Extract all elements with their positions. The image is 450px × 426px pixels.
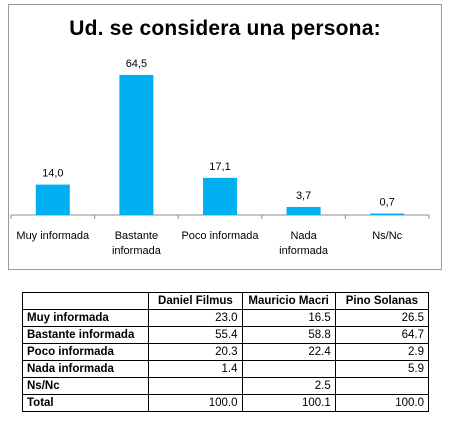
category-label: Bastante <box>115 230 158 242</box>
table-header-row: Daniel Filmus Mauricio Macri Pino Solana… <box>21 292 430 310</box>
results-table: Daniel Filmus Mauricio Macri Pino Solana… <box>21 292 430 412</box>
column-header: Pino Solanas <box>334 292 430 310</box>
chart-title: Ud. se considera una persona: <box>69 17 381 40</box>
table-cell: 16.5 <box>241 309 336 327</box>
row-label: Ns/Nc <box>21 377 150 395</box>
category-label: Ns/Nc <box>372 230 402 242</box>
category-label: Poco informada <box>181 230 259 242</box>
bar <box>203 177 237 215</box>
table-cell <box>334 377 430 395</box>
table-row: Poco informada 20.3 22.4 2.9 <box>21 343 430 361</box>
table-cell: 100.0 <box>148 394 243 412</box>
table-cell <box>148 377 243 395</box>
column-header: Mauricio Macri <box>241 292 336 310</box>
data-label: 14,0 <box>42 168 63 180</box>
row-label: Bastante informada <box>21 326 150 344</box>
row-label: Muy informada <box>21 309 150 327</box>
table-cell: 20.3 <box>148 343 243 361</box>
table-cell: 22.4 <box>241 343 336 361</box>
table-cell: 26.5 <box>334 309 430 327</box>
table-cell: 100.1 <box>241 394 336 412</box>
table-cell: 100.0 <box>334 394 430 412</box>
category-label: informada <box>279 245 329 257</box>
category-label: Nada <box>290 230 317 242</box>
bar <box>370 213 405 215</box>
category-label: Muy informada <box>16 230 90 242</box>
table-cell <box>241 360 336 378</box>
bar <box>35 184 70 215</box>
column-header: Daniel Filmus <box>148 292 243 310</box>
row-label: Nada informada <box>21 360 150 378</box>
table-row: Total 100.0 100.1 100.0 <box>21 394 430 412</box>
table-cell: 5.9 <box>334 360 430 378</box>
data-label: 64,5 <box>126 58 147 70</box>
table-cell: 58.8 <box>241 326 336 344</box>
category-label: informada <box>112 245 162 257</box>
table-cell: 55.4 <box>148 326 243 344</box>
data-label: 17,1 <box>209 161 230 173</box>
chart-frame: Ud. se considera una persona: 14,0 Muy in… <box>8 4 442 270</box>
table-cell: 64.7 <box>334 326 430 344</box>
table-cell: 2.5 <box>241 377 336 395</box>
table-corner-cell <box>21 292 150 310</box>
row-label: Poco informada <box>21 343 150 361</box>
table-cell: 1.4 <box>148 360 243 378</box>
table-row: Bastante informada 55.4 58.8 64.7 <box>21 326 430 344</box>
data-label: 0,7 <box>380 196 395 208</box>
bar-chart: 14,0 Muy informada 64,5 Bastante informada 17… <box>10 58 430 257</box>
data-label: 3,7 <box>296 190 311 202</box>
table-row: Ns/Nc 2.5 <box>21 377 430 395</box>
table-cell: 2.9 <box>334 343 430 361</box>
table-cell: 23.0 <box>148 309 243 327</box>
row-label: Total <box>21 394 150 412</box>
table-row: Nada informada 1.4 5.9 <box>21 360 430 378</box>
table-row: Muy informada 23.0 16.5 26.5 <box>21 309 430 327</box>
bar <box>286 206 321 215</box>
bar <box>119 74 154 215</box>
